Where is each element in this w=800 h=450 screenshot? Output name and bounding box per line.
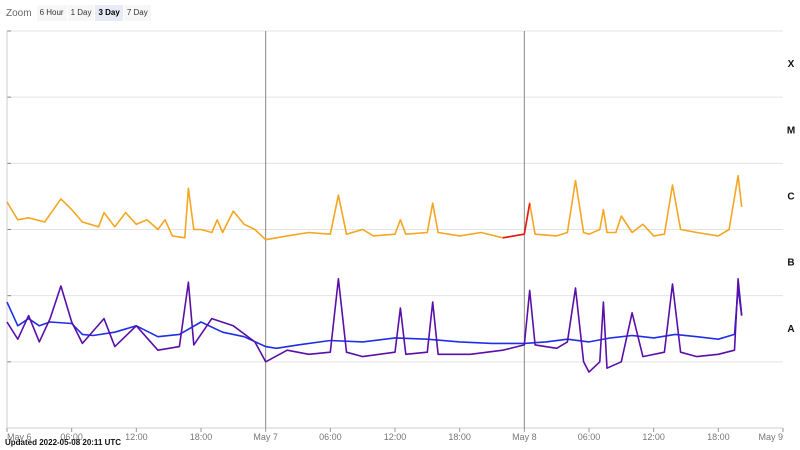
x-tick-label: 18:00	[190, 432, 213, 442]
flare-class-label: M	[787, 125, 795, 136]
updated-timestamp: Updated 2022-05-08 20:11 UTC	[5, 438, 122, 447]
x-tick-label: 12:00	[125, 432, 148, 442]
x-tick-label: May 6	[7, 432, 32, 442]
x-tick-label: 06:00	[578, 432, 601, 442]
zoom-label: Zoom	[6, 7, 32, 19]
x-tick-label: 12:00	[642, 432, 665, 442]
series-line-2	[6, 278, 743, 373]
zoom-3-day-button[interactable]: 3 Day	[95, 5, 123, 21]
x-tick-label: 12:00	[384, 432, 407, 442]
x-tick-label: 06:00	[60, 432, 83, 442]
zoom-7-day-button[interactable]: 7 Day	[123, 5, 151, 21]
flare-class-label: C	[787, 191, 794, 202]
zoom-1-day-button[interactable]: 1 Day	[67, 5, 95, 21]
x-tick-label: May 7	[253, 432, 278, 442]
series-line-1	[6, 287, 743, 350]
series-line-0	[6, 174, 743, 241]
zoom-bar: Zoom 6 Hour 1 Day 3 Day 7 Day	[6, 4, 152, 22]
x-tick-label: 18:00	[707, 432, 730, 442]
flare-class-label: A	[787, 324, 794, 335]
flare-class-label: X	[788, 59, 795, 70]
series-highlight-0	[502, 203, 531, 239]
flare-class-label: B	[787, 258, 794, 269]
x-tick-label: 18:00	[448, 432, 471, 442]
x-tick-label: 06:00	[319, 432, 342, 442]
x-tick-label: May 8	[512, 432, 537, 442]
zoom-6-hour-button[interactable]: 6 Hour	[36, 5, 67, 21]
x-tick-label: May 9	[758, 432, 783, 442]
